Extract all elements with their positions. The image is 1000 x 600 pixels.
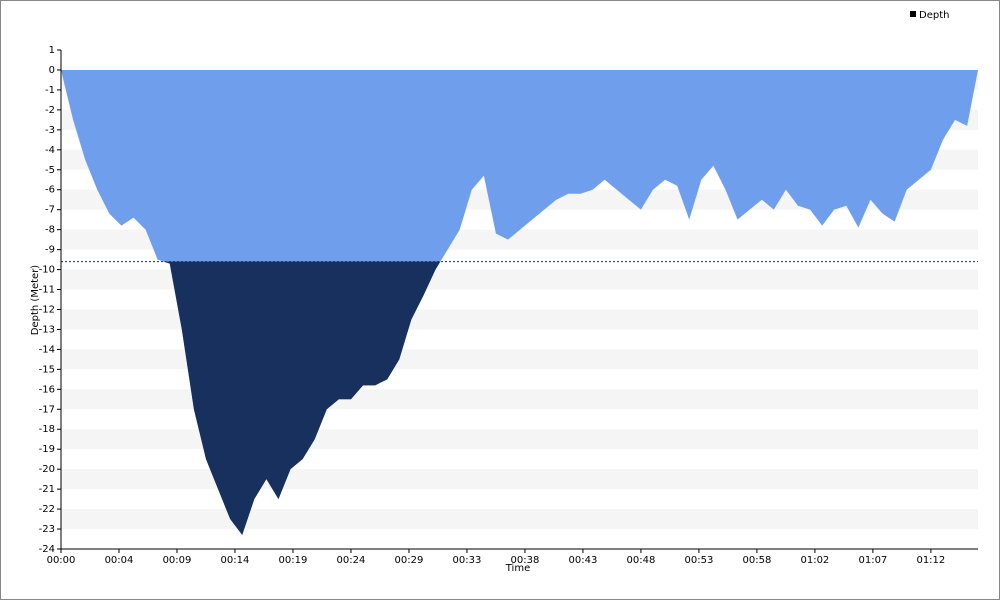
x-tick-label: 01:02 xyxy=(800,555,829,566)
y-tick-label: -16 xyxy=(39,384,55,395)
x-tick-label: 00:19 xyxy=(279,555,308,566)
grid-band xyxy=(61,429,978,450)
x-tick-label: 01:12 xyxy=(916,555,945,566)
y-tick-label: -22 xyxy=(39,504,55,515)
y-tick-label: -4 xyxy=(45,145,55,156)
y-tick-label: -5 xyxy=(45,165,55,176)
y-tick-label: -19 xyxy=(39,444,55,455)
y-tick-label: 1 xyxy=(49,45,55,56)
y-tick-label: -10 xyxy=(39,265,55,276)
y-tick-label: -21 xyxy=(39,484,55,495)
x-tick-label: 00:38 xyxy=(511,555,540,566)
grid-band xyxy=(61,469,978,490)
x-tick-label: 00:00 xyxy=(47,555,76,566)
x-tick-label: 00:53 xyxy=(684,555,713,566)
y-tick-label: -8 xyxy=(45,225,55,236)
y-tick-label: -18 xyxy=(39,424,55,435)
x-tick-label: 00:29 xyxy=(395,555,424,566)
y-tick-label: -13 xyxy=(39,324,55,335)
y-tick-label: -23 xyxy=(39,524,55,535)
x-tick-label: 00:09 xyxy=(163,555,192,566)
y-tick-label: -24 xyxy=(39,544,55,555)
x-tick-label: 00:04 xyxy=(105,555,134,566)
y-tick-label: -3 xyxy=(45,125,55,136)
y-tick-label: 0 xyxy=(49,65,55,76)
x-tick-label: 00:43 xyxy=(569,555,598,566)
x-tick-label: 00:58 xyxy=(742,555,771,566)
y-axis-title: Depth (Meter) xyxy=(30,265,41,336)
y-tick-label: -20 xyxy=(39,464,55,475)
legend-marker xyxy=(910,11,916,17)
y-tick-label: -15 xyxy=(39,364,55,375)
x-tick-label: 00:24 xyxy=(337,555,366,566)
grid-band xyxy=(61,509,978,530)
x-axis-title: Time xyxy=(505,563,530,574)
legend-label: Depth xyxy=(919,10,949,21)
y-tick-label: -7 xyxy=(45,205,55,216)
x-tick-label: 00:33 xyxy=(453,555,482,566)
y-tick-label: -1 xyxy=(45,85,55,96)
y-tick-label: -12 xyxy=(39,304,55,315)
area-below-threshold xyxy=(163,261,441,536)
y-tick-label: -11 xyxy=(39,285,55,296)
x-tick-label: 00:48 xyxy=(627,555,656,566)
y-tick-label: -2 xyxy=(45,105,55,116)
y-tick-label: -14 xyxy=(39,344,55,355)
y-tick-label: -9 xyxy=(45,245,55,256)
x-tick-label: 01:07 xyxy=(858,555,887,566)
y-tick-label: -6 xyxy=(45,185,55,196)
y-tick-label: -17 xyxy=(39,404,55,415)
x-tick-label: 00:14 xyxy=(221,555,250,566)
